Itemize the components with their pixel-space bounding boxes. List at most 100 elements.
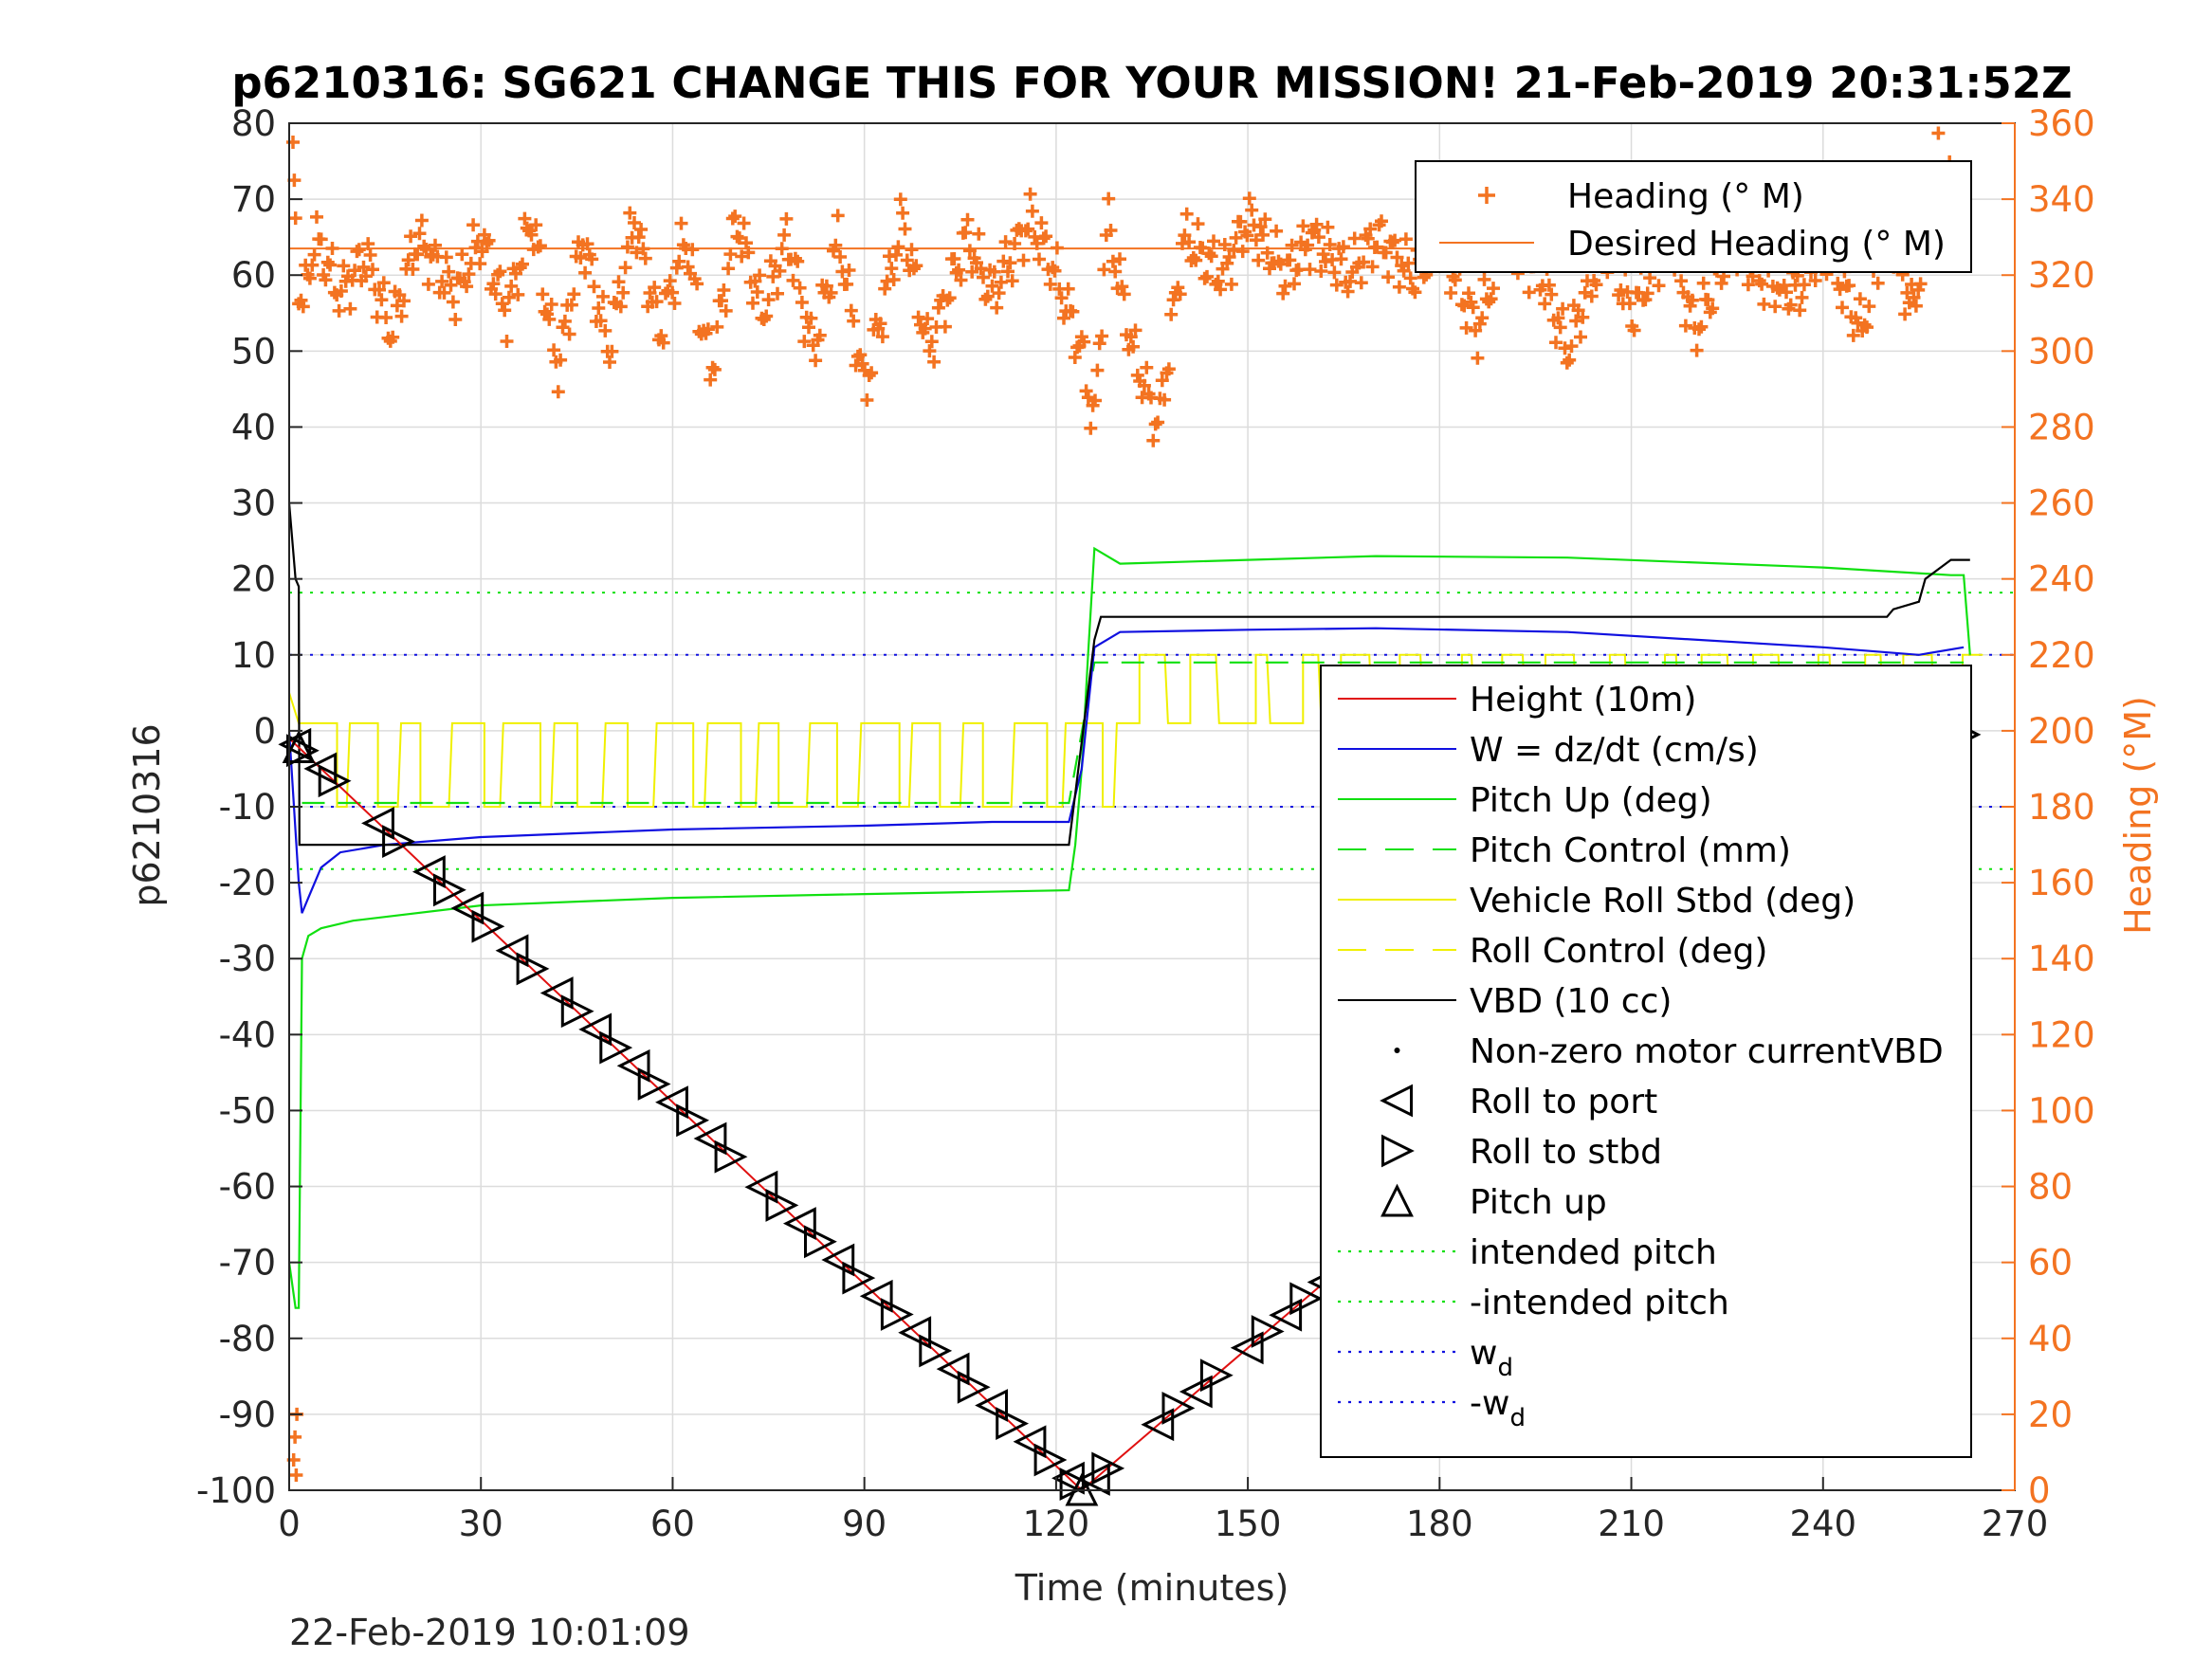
y-tick-label: 20 [231,559,276,600]
marker-tri-right [318,764,352,798]
legend-swatch [1381,1134,1415,1168]
marker-tri-right [433,873,466,907]
x-axis-label: Time (minutes) [1015,1567,1289,1609]
marker-tri-right [1199,1358,1234,1393]
x-tick-label: 180 [1406,1504,1473,1544]
legend-label: VBD (10 cc) [1470,982,1672,1021]
y-tick-label: 70 [231,179,276,220]
marker-tri-left [1269,1298,1303,1332]
y2-tick-label: 80 [2028,1167,2073,1208]
y-tick-label: -10 [219,787,276,828]
marker-tri-left [539,976,574,1010]
marker-tri-right [676,1103,710,1138]
marker-tri-right [842,1261,876,1295]
marker-tri-right [637,1067,671,1101]
series-line [287,627,1965,914]
y-tick-label: -80 [219,1319,276,1359]
legend-main: Height (10m) W = dz/dt (cm/s) Pitch Up (de… [1320,665,1972,1458]
y-tick-label: 50 [231,331,276,372]
legend-label: intended pitch [1470,1233,1717,1272]
marker-tri-left [693,1121,727,1156]
y-tick-label: 10 [231,635,276,676]
y-tick-label: -70 [219,1243,276,1284]
marker-tri-left [616,1048,650,1083]
legend-label: Vehicle Roll Stbd (deg) [1470,882,1856,921]
marker-tri-left [1013,1425,1047,1459]
y2-tick-label: 20 [2028,1395,2073,1435]
legend-label: W = dz/dt (cm/s) [1470,731,1759,770]
axes: 0 30 60 90 120 150 180 210 240 270-100-90-80-70-6… [196,103,2095,1544]
marker-tri-left [411,855,446,889]
legend-label: Non-zero motor currentVBD [1470,1032,1944,1071]
marker-tri-left [859,1279,893,1313]
legend-label: Desired Heading (° M) [1567,225,1946,264]
y2-tick-label: 140 [2028,939,2095,979]
y-tick-label: 0 [253,711,276,752]
x-tick-label: 150 [1215,1504,1282,1544]
y-tick-label: -90 [219,1395,276,1435]
y2-tick-label: 280 [2028,407,2095,447]
marker-tri-left [975,1389,1008,1422]
marker-tri-left [936,1352,970,1386]
x-tick-label: 30 [459,1504,503,1544]
legend-swatch [1394,1048,1400,1053]
y2-tick-label: 120 [2028,1014,2095,1055]
y2-tick-label: 260 [2028,483,2095,524]
legend-label: Roll to stbd [1470,1133,1662,1172]
marker-tri-right [1161,1391,1196,1425]
y-tick-label: -30 [219,939,276,979]
y2-tick-label: 100 [2028,1090,2095,1131]
marker-tri-left [744,1170,778,1204]
legend-label: Height (10m) [1470,681,1696,720]
marker-tri-up [282,730,316,763]
legend-heading: Heading (° M) Desired Heading (° M) [1415,160,1972,273]
marker-tri-right [765,1188,799,1222]
marker-tri-left [655,1085,688,1120]
marker-tri-right [516,952,550,986]
marker-tri-right [919,1334,953,1368]
footer-timestamp: 22-Feb-2019 10:01:09 [289,1612,690,1653]
legend-label: Pitch Up (deg) [1470,781,1712,820]
marker-tri-right [599,1030,633,1065]
x-tick-label: 210 [1598,1504,1665,1544]
y-tick-label: -50 [219,1090,276,1131]
marker-tri-left [578,1012,612,1047]
legend-swatch [1380,1183,1414,1217]
y2-tick-label: 240 [2028,559,2095,600]
marker-tri-right [996,1407,1030,1441]
y-tick-label: -100 [196,1470,276,1511]
y2-tick-label: 160 [2028,863,2095,903]
x-tick-label: 90 [842,1504,887,1544]
marker-tri-left [821,1243,855,1277]
y-tick-label: 80 [231,103,276,144]
legend-label: Heading (° M) [1567,177,1804,216]
marker-tri-left [898,1316,932,1350]
legend-label: Roll Control (deg) [1470,932,1767,971]
y2-tick-label: 320 [2028,255,2095,296]
y2-tick-label: 220 [2028,635,2095,676]
y2-tick-label: 0 [2028,1470,2051,1511]
y2-tick-label: 40 [2028,1319,2073,1359]
legend-swatch [1478,187,1495,204]
series-line [287,546,1971,1309]
marker-tri-right [1033,1443,1068,1477]
y-tick-label: 40 [231,407,276,447]
marker-tri-right [286,734,320,768]
marker-tri-left [450,891,484,925]
marker-tri-right [382,825,415,859]
series-line [287,502,1970,847]
y-tick-label: -40 [219,1014,276,1055]
marker-tri-right [880,1298,914,1331]
x-tick-label: 240 [1789,1504,1856,1544]
y-tick-label: 30 [231,483,276,524]
series-line [302,661,1965,805]
legend-box [1320,665,1972,1458]
y-tick-label: -60 [219,1167,276,1208]
y2-tick-label: 300 [2028,331,2095,372]
marker-tri-left [1230,1331,1264,1365]
y2-tick-label: 180 [2028,787,2095,828]
legend-label: Roll to port [1470,1083,1657,1121]
y2-tick-label: 340 [2028,179,2095,220]
x-tick-label: 0 [278,1504,301,1544]
